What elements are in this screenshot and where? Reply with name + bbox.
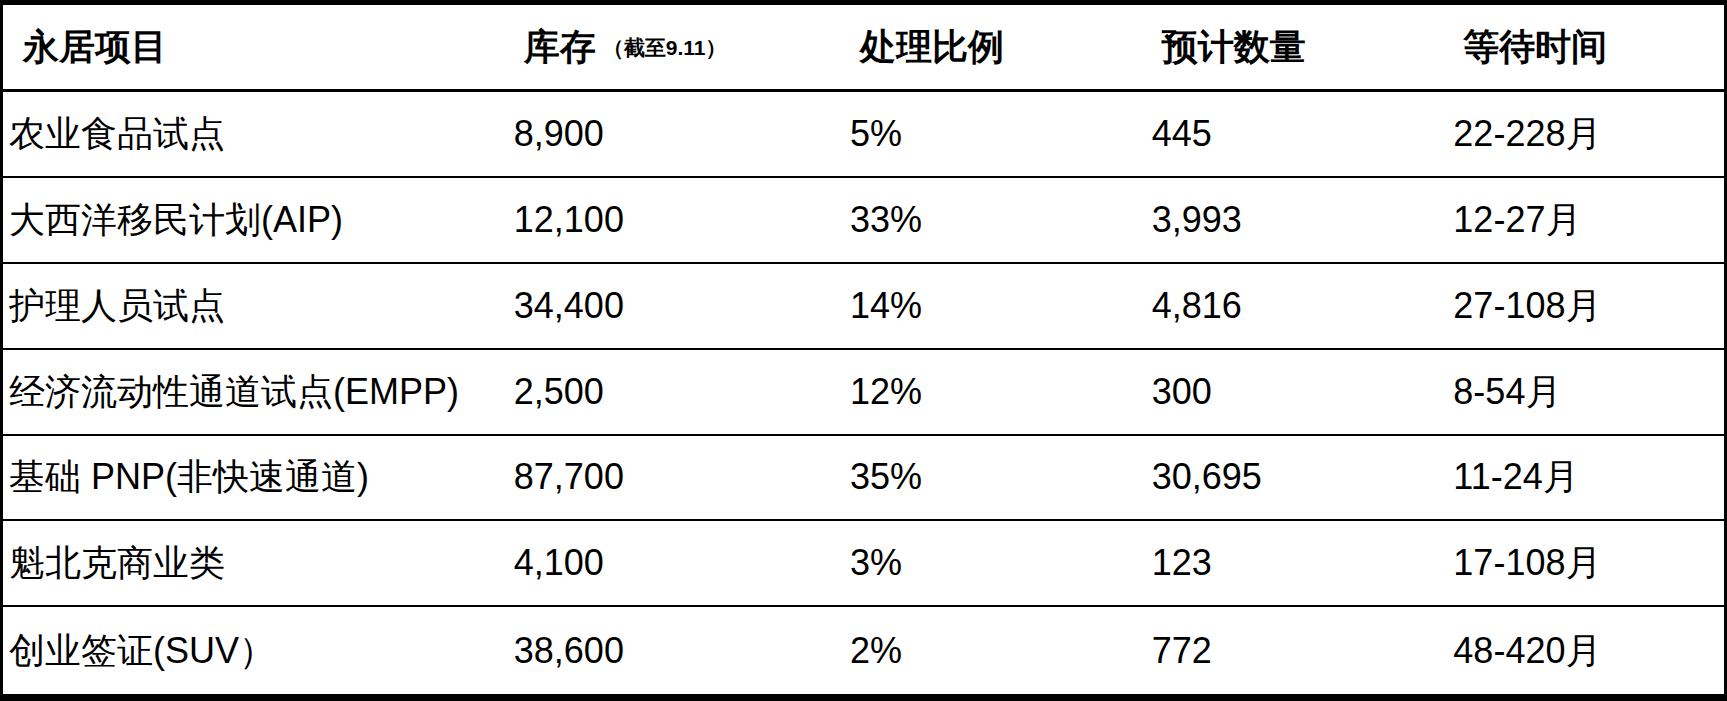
cell-estimated-count: 123 bbox=[1150, 520, 1452, 606]
header-inventory-label: 库存 bbox=[524, 26, 596, 67]
header-wait-time: 等待时间 bbox=[1451, 3, 1725, 91]
cell-inventory: 87,700 bbox=[512, 435, 848, 521]
header-estimated-count: 预计数量 bbox=[1150, 3, 1452, 91]
table-row: 护理人员试点 34,400 14% 4,816 27-108月 bbox=[2, 263, 1726, 349]
header-wait-time-label: 等待时间 bbox=[1463, 26, 1607, 67]
cell-program: 魁北克商业类 bbox=[2, 520, 512, 606]
header-inventory: 库存 （截至9.11） bbox=[512, 3, 848, 91]
table-header: 永居项目 库存 （截至9.11） 处理比例 预计数量 等待时间 bbox=[2, 3, 1726, 91]
header-row: 永居项目 库存 （截至9.11） 处理比例 预计数量 等待时间 bbox=[2, 3, 1726, 91]
cell-program: 基础 PNP(非快速通道) bbox=[2, 435, 512, 521]
cell-processing-ratio: 14% bbox=[848, 263, 1150, 349]
cell-estimated-count: 772 bbox=[1150, 606, 1452, 697]
cell-processing-ratio: 35% bbox=[848, 435, 1150, 521]
cell-inventory: 8,900 bbox=[512, 91, 848, 178]
cell-estimated-count: 30,695 bbox=[1150, 435, 1452, 521]
cell-inventory: 38,600 bbox=[512, 606, 848, 697]
cell-estimated-count: 4,816 bbox=[1150, 263, 1452, 349]
cell-program: 护理人员试点 bbox=[2, 263, 512, 349]
cell-wait-time: 11-24月 bbox=[1451, 435, 1725, 521]
header-inventory-note: （截至9.11） bbox=[603, 36, 727, 59]
cell-estimated-count: 300 bbox=[1150, 349, 1452, 435]
cell-processing-ratio: 33% bbox=[848, 177, 1150, 263]
cell-processing-ratio: 2% bbox=[848, 606, 1150, 697]
cell-processing-ratio: 3% bbox=[848, 520, 1150, 606]
cell-inventory: 12,100 bbox=[512, 177, 848, 263]
table-row: 经济流动性通道试点(EMPP) 2,500 12% 300 8-54月 bbox=[2, 349, 1726, 435]
table-body: 农业食品试点 8,900 5% 445 22-228月 大西洋移民计划(AIP)… bbox=[2, 91, 1726, 698]
cell-program: 大西洋移民计划(AIP) bbox=[2, 177, 512, 263]
cell-wait-time: 12-27月 bbox=[1451, 177, 1725, 263]
cell-inventory: 34,400 bbox=[512, 263, 848, 349]
table-row: 基础 PNP(非快速通道) 87,700 35% 30,695 11-24月 bbox=[2, 435, 1726, 521]
cell-estimated-count: 3,993 bbox=[1150, 177, 1452, 263]
cell-estimated-count: 445 bbox=[1150, 91, 1452, 178]
cell-program: 经济流动性通道试点(EMPP) bbox=[2, 349, 512, 435]
cell-wait-time: 17-108月 bbox=[1451, 520, 1725, 606]
header-processing-ratio-label: 处理比例 bbox=[860, 26, 1004, 67]
cell-wait-time: 48-420月 bbox=[1451, 606, 1725, 697]
cell-processing-ratio: 5% bbox=[848, 91, 1150, 178]
header-estimated-count-label: 预计数量 bbox=[1162, 26, 1306, 67]
pr-programs-table: 永居项目 库存（截至9.11） 处理比例 预计数量 等待时间 农业食品试点 8 bbox=[0, 0, 1727, 701]
cell-wait-time: 8-54月 bbox=[1451, 349, 1725, 435]
header-program-label: 永居项目 bbox=[23, 26, 167, 67]
cell-wait-time: 22-228月 bbox=[1451, 91, 1725, 178]
header-processing-ratio: 处理比例 bbox=[848, 3, 1150, 91]
table-row: 大西洋移民计划(AIP) 12,100 33% 3,993 12-27月 bbox=[2, 177, 1726, 263]
pr-programs-table-page: 永居项目 库存（截至9.11） 处理比例 预计数量 等待时间 农业食品试点 8 bbox=[0, 0, 1727, 701]
cell-inventory: 2,500 bbox=[512, 349, 848, 435]
table-row: 农业食品试点 8,900 5% 445 22-228月 bbox=[2, 91, 1726, 178]
table-row: 创业签证(SUV） 38,600 2% 772 48-420月 bbox=[2, 606, 1726, 697]
cell-program: 农业食品试点 bbox=[2, 91, 512, 178]
cell-program: 创业签证(SUV） bbox=[2, 606, 512, 697]
table-row: 魁北克商业类 4,100 3% 123 17-108月 bbox=[2, 520, 1726, 606]
cell-wait-time: 27-108月 bbox=[1451, 263, 1725, 349]
header-program: 永居项目 bbox=[2, 3, 512, 91]
cell-inventory: 4,100 bbox=[512, 520, 848, 606]
cell-processing-ratio: 12% bbox=[848, 349, 1150, 435]
